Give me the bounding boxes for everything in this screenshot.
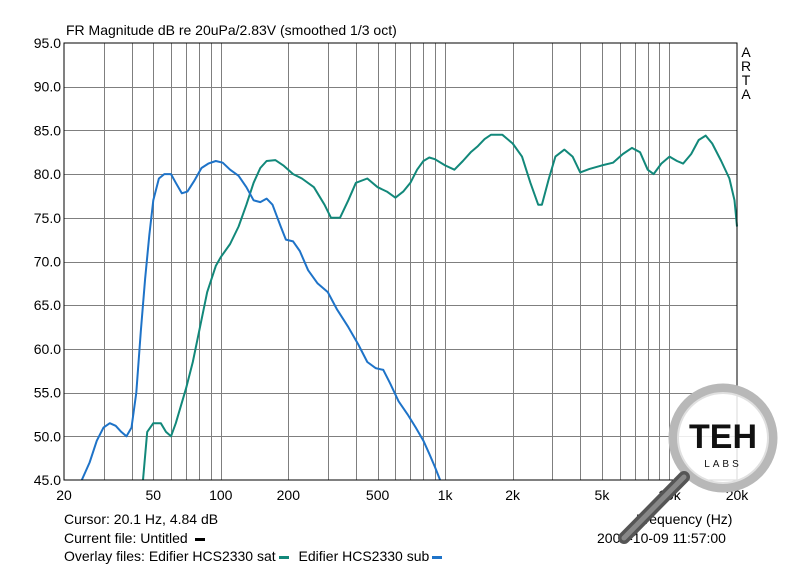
x-tick-label: 100 <box>209 487 233 503</box>
grid-lines <box>64 43 737 480</box>
arta-letter: R <box>740 58 752 74</box>
current-file-swatch <box>194 537 205 541</box>
x-tick-label: 1k <box>438 487 454 503</box>
y-tick-label: 60.0 <box>34 341 61 357</box>
overlay-files: Overlay files: Edifier HCS2330 sat Edifi… <box>64 548 443 564</box>
y-tick-label: 95.0 <box>34 35 61 51</box>
current-file: Current file: Untitled <box>64 530 205 546</box>
y-tick-label: 45.0 <box>34 472 61 488</box>
arta-letter: A <box>741 86 751 102</box>
y-tick-label: 90.0 <box>34 79 61 95</box>
arta-letter: T <box>741 72 751 88</box>
logo-text-top: TEH <box>689 418 757 456</box>
y-tick-label: 75.0 <box>34 210 61 226</box>
x-tick-label: 50 <box>145 487 161 503</box>
x-tick-label: 2k <box>505 487 521 503</box>
overlay-label: Overlay files: <box>64 548 145 564</box>
y-tick-label: 50.0 <box>34 428 61 444</box>
y-tick-label: 65.0 <box>34 297 61 313</box>
magnifier-lens <box>668 383 778 493</box>
legend-sub-label: Edifier HCS2330 sub <box>298 548 430 564</box>
x-axis-label: Frequency (Hz) <box>636 511 733 527</box>
x-tick-label: 200 <box>277 487 301 503</box>
chart-title: FR Magnitude dB re 20uPa/2.83V (smoothed… <box>66 22 397 38</box>
x-tick-label: 5k <box>595 487 611 503</box>
plot-frame <box>63 42 738 481</box>
arta-letter: A <box>741 44 751 60</box>
legend-sat-label: Edifier HCS2330 sat <box>148 548 276 564</box>
y-tick-label: 55.0 <box>34 385 61 401</box>
x-tick-label: 500 <box>366 487 390 503</box>
y-tick-label: 80.0 <box>34 166 61 182</box>
teh-labs-logo: TEH LABS <box>618 383 778 544</box>
legend-sat-swatch <box>278 555 289 559</box>
x-tick-label: 20 <box>56 487 72 503</box>
y-tick-label: 70.0 <box>34 254 61 270</box>
current-file-label: Current file: Untitled <box>64 530 188 546</box>
legend-sub-swatch <box>432 555 443 559</box>
series-layer <box>80 133 738 481</box>
cursor-readout: Cursor: 20.1 Hz, 4.84 dB <box>64 511 219 527</box>
logo-text-bottom: LABS <box>704 459 742 470</box>
y-tick-label: 85.0 <box>34 122 61 138</box>
series-line-sub <box>80 160 442 481</box>
series-line-sat <box>142 133 738 481</box>
